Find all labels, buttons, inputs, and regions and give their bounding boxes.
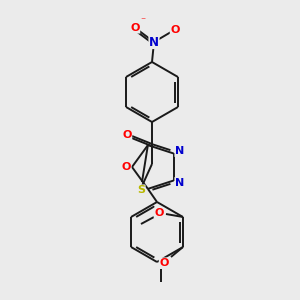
Text: O: O [159, 258, 169, 268]
Text: O: O [122, 130, 132, 140]
Text: O: O [170, 25, 180, 35]
Text: N: N [175, 178, 184, 188]
Text: ⁻: ⁻ [140, 16, 146, 26]
Text: N: N [149, 35, 159, 49]
Text: O: O [121, 162, 131, 172]
Text: N: N [175, 146, 184, 157]
Text: O: O [130, 23, 140, 33]
Text: O: O [154, 208, 164, 218]
Text: S: S [137, 185, 145, 195]
